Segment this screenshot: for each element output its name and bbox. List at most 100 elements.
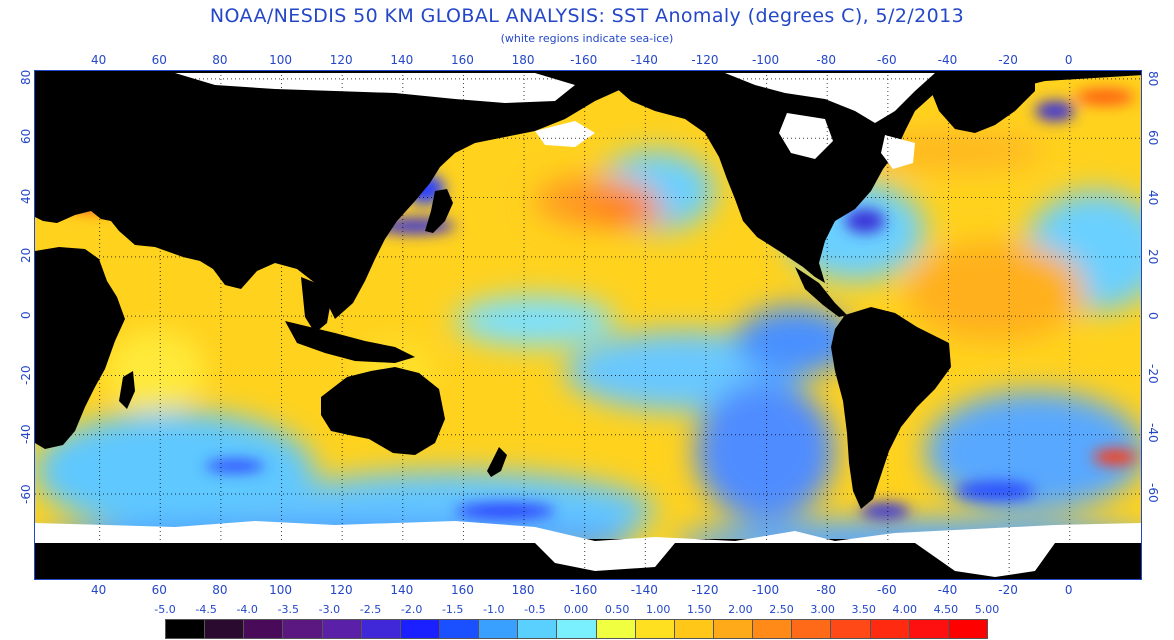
top-longitude-tick: 120 [329,53,353,67]
left-latitude-tick: 0 [19,310,33,319]
bottom-longitude-tick: 0 [1064,583,1073,597]
color-scale-swatch [908,619,949,639]
top-longitude-tick: 100 [269,53,292,67]
top-longitude-tick: 40 [90,53,107,67]
color-scale-swatch [321,619,362,639]
color-scale-label: 4.00 [892,603,918,616]
bottom-longitude-tick: 180 [511,583,535,597]
color-scale-swatch [595,619,636,639]
top-longitude-tick: -20 [998,53,1018,67]
color-scale-swatch [439,619,480,639]
left-latitude-tick: -20 [19,365,33,385]
madagascar-land [119,371,135,409]
color-scale-label: -1.5 [441,603,464,616]
color-scale-swatch [556,619,597,639]
right-latitude-tick: 20 [1146,248,1160,265]
top-longitude-tick: -80 [816,53,837,67]
bottom-longitude-tick: -60 [877,583,897,597]
color-scale-swatch [673,619,714,639]
bottom-longitude-tick: -40 [937,583,958,597]
labrador-ice [881,135,915,169]
color-scale-label: 2.50 [769,603,794,616]
bottom-longitude-tick: -140 [630,583,658,597]
right-latitude-tick: 80 [1146,70,1160,87]
greenland-land [931,71,1035,133]
map-subtitle: (white regions indicate sea-ice) [500,32,674,45]
bottom-longitude-tick: 80 [212,583,228,597]
color-scale-swatch [869,619,910,639]
bottom-longitude-tick: -100 [751,583,780,597]
top-longitude-tick: 180 [511,53,535,67]
central-america-land [795,267,847,317]
color-scale-label: -3.0 [318,603,341,616]
land-masses [35,71,1141,579]
color-scale-label: -5.0 [154,603,176,616]
new-zealand-land [487,447,507,477]
left-latitude-tick: 20 [19,247,33,263]
bottom-longitude-tick: 40 [90,583,107,597]
color-scale-swatch [947,619,988,639]
bottom-longitude-tick: 60 [151,583,167,597]
color-scale-swatch [517,619,558,639]
indonesia-land [285,321,415,363]
indochina-land [301,277,331,333]
canadian-arctic-ice [725,73,935,123]
top-longitude-tick: -100 [751,53,780,67]
color-scale-swatch [243,619,284,639]
color-scale-label: 1.00 [645,603,671,616]
top-longitude-tick: 160 [450,53,474,67]
graticule-lines [35,71,1141,579]
top-longitude-tick: 80 [212,53,228,67]
color-scale-swatch [791,619,832,639]
hudson-bay-ice [779,113,833,159]
top-longitude-tick: -120 [691,53,719,67]
right-latitude-tick: -40 [1146,423,1160,443]
color-scale-label: -4.5 [195,603,217,616]
color-scale-swatch [830,619,871,639]
color-scale-label: 4.50 [933,603,959,616]
bottom-longitude-tick: 100 [269,583,292,597]
weddell-ice [915,543,1055,577]
color-scale-label: -2.5 [359,603,382,616]
left-latitude-tick: 40 [19,188,33,204]
color-scale-label: 0.00 [563,603,589,616]
color-scale-label: 1.50 [687,603,712,616]
color-scale-swatch [634,619,675,639]
australia-land [321,367,445,455]
left-latitude-tick: -40 [19,424,33,445]
top-longitude-tick: 60 [151,53,167,67]
map-title: NOAA/NESDIS 50 KM GLOBAL ANALYSIS: SST A… [209,5,965,27]
color-scale-label: 5.00 [974,603,1000,616]
color-scale-swatch [204,619,245,639]
bottom-longitude-tick: 120 [329,583,353,597]
top-longitude-tick: -60 [877,53,897,67]
left-latitude-tick: 60 [19,128,33,145]
south-america-land [831,307,951,509]
right-latitude-tick: -60 [1146,482,1160,503]
color-scale-label: 3.00 [810,603,835,616]
sea-ice-regions [35,73,1141,577]
color-scale-swatch [752,619,793,639]
right-latitude-tick: -20 [1146,363,1160,384]
top-longitude-tick: -160 [570,53,598,67]
bottom-longitude-tick: -120 [691,583,719,597]
color-scale-swatch [478,619,519,639]
top-longitude-tick: 140 [390,53,414,67]
top-longitude-tick: -140 [630,53,658,67]
color-scale-label: -3.5 [277,603,300,616]
bottom-longitude-tick: -80 [816,583,837,597]
ross-ice [535,543,675,571]
left-latitude-tick: -60 [19,483,33,504]
north-america-land [595,71,1141,283]
color-scale-swatch [360,619,401,639]
top-longitude-tick: -40 [937,53,958,67]
japan-land [425,189,453,233]
color-scale-swatch [399,619,440,639]
bottom-longitude-tick: 160 [450,583,474,597]
color-scale-label: -1.0 [483,603,505,616]
color-scale-swatch [165,619,206,639]
color-scale-label: -2.0 [400,603,423,616]
color-scale-label: 0.50 [604,603,630,616]
bottom-longitude-tick: -20 [998,583,1018,597]
bottom-longitude-tick: -160 [570,583,598,597]
